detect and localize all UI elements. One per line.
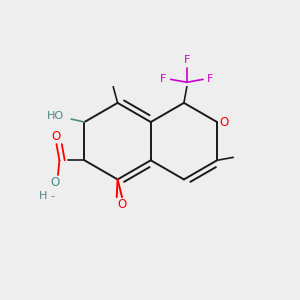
Text: F: F (207, 74, 214, 84)
Text: O: O (52, 130, 61, 143)
Text: HO: HO (47, 111, 64, 121)
Text: -: - (50, 190, 54, 201)
Text: O: O (50, 176, 60, 189)
Text: H: H (39, 190, 47, 201)
Text: O: O (219, 116, 228, 128)
Text: F: F (160, 74, 167, 84)
Text: O: O (117, 198, 127, 211)
Text: F: F (184, 55, 190, 65)
